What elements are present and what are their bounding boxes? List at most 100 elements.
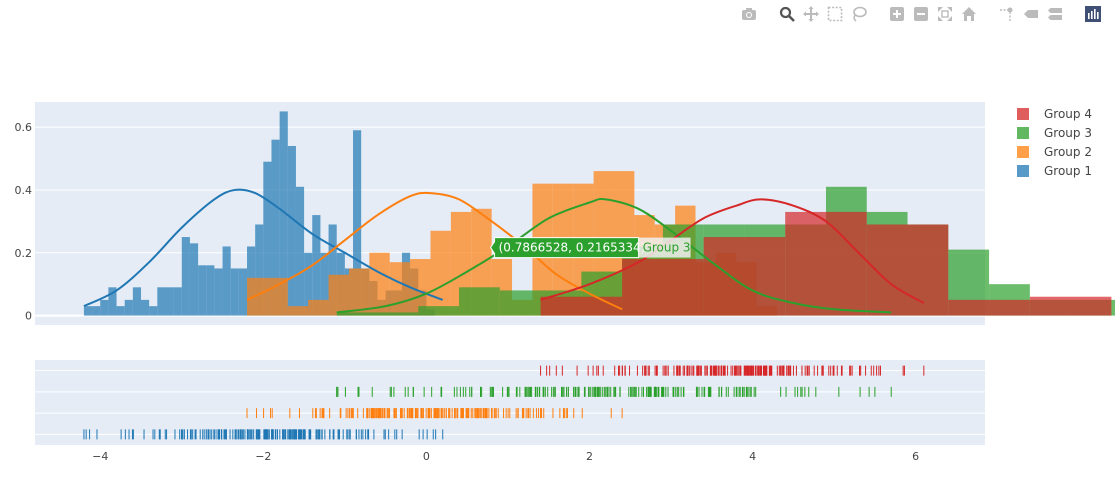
histogram-bar[interactable] — [214, 268, 223, 316]
histogram-bar[interactable] — [173, 287, 182, 316]
histogram-bar[interactable] — [1111, 299, 1115, 316]
lasso-icon[interactable] — [849, 4, 869, 24]
histogram-bar[interactable] — [165, 287, 174, 316]
histogram-bar[interactable] — [410, 259, 431, 316]
histogram-bar[interactable] — [198, 265, 207, 316]
x-tick-label: −4 — [92, 450, 108, 463]
kde-curve-group-2[interactable] — [246, 191, 623, 311]
legend-item[interactable]: Group 2 — [1017, 145, 1092, 159]
histogram-bar[interactable] — [328, 274, 349, 316]
x-tick-label: 2 — [586, 450, 593, 463]
kde-curve-group-4[interactable] — [540, 198, 925, 304]
histogram-bar[interactable] — [622, 259, 704, 316]
histogram-bar[interactable] — [1029, 296, 1112, 316]
histogram-bar[interactable] — [141, 299, 150, 316]
box-select-icon[interactable] — [825, 4, 845, 24]
histogram-bar[interactable] — [287, 145, 296, 316]
histogram-bar[interactable] — [866, 224, 949, 316]
histogram-bar[interactable] — [124, 299, 133, 316]
histogram-bar[interactable] — [132, 287, 142, 316]
histogram-bar[interactable] — [181, 237, 190, 316]
autoscale-icon[interactable] — [935, 4, 955, 24]
zoom-out-icon[interactable] — [911, 4, 931, 24]
histogram-bar[interactable] — [206, 265, 215, 316]
histogram-bar[interactable] — [287, 306, 309, 316]
histogram-bar[interactable] — [348, 268, 370, 316]
histogram-bar[interactable] — [263, 161, 272, 316]
rug-group-1 — [83, 429, 444, 440]
histogram-bar[interactable] — [304, 252, 313, 316]
legend: Group 4 Group 3 Group 2 Group 1 — [1017, 107, 1092, 178]
plotly-logo-icon[interactable] — [1083, 4, 1103, 24]
home-icon[interactable] — [959, 4, 979, 24]
legend-label: Group 2 — [1044, 145, 1092, 159]
histogram-bar[interactable] — [353, 130, 362, 316]
zoom-in-icon[interactable] — [887, 4, 907, 24]
camera-icon[interactable] — [739, 4, 759, 24]
zoom-icon[interactable] — [777, 4, 797, 24]
histogram-bar[interactable] — [238, 268, 248, 316]
x-tick-label: 6 — [912, 450, 919, 463]
histogram-bar[interactable] — [312, 215, 321, 316]
histogram-bar[interactable] — [308, 299, 329, 316]
histogram-group-4 — [540, 211, 1112, 316]
histogram-bar[interactable] — [430, 230, 451, 316]
histogram-bar[interactable] — [267, 277, 288, 316]
histogram-bar[interactable] — [948, 299, 1030, 316]
histogram-bar[interactable] — [116, 306, 125, 316]
histogram-bar[interactable] — [189, 243, 199, 316]
rug-group-2 — [246, 408, 623, 419]
legend-item[interactable]: Group 4 — [1017, 107, 1092, 121]
hover-name-text: Group 3 — [643, 241, 691, 255]
legend-swatch — [1017, 108, 1029, 120]
rug-plot-area — [35, 360, 985, 445]
y-tick-label: 0 — [25, 310, 32, 323]
histogram-bar[interactable] — [377, 312, 419, 316]
legend-item[interactable]: Group 3 — [1017, 126, 1092, 140]
hover-closest-icon[interactable] — [1021, 4, 1041, 24]
kde-curve-group-3[interactable] — [336, 197, 892, 314]
histogram-bar[interactable] — [320, 252, 329, 316]
histogram-bar[interactable] — [255, 224, 264, 316]
legend-swatch — [1017, 127, 1029, 139]
histogram-bar[interactable] — [271, 139, 280, 316]
legend-label: Group 1 — [1044, 164, 1092, 178]
hover-tooltip: (0.7866528, 0.2165334)Group 3 — [489, 237, 691, 259]
kde-curve-group-1[interactable] — [83, 188, 444, 308]
histogram-bar[interactable] — [247, 277, 268, 316]
pan-icon[interactable] — [801, 4, 821, 24]
x-tick-label: 0 — [423, 450, 430, 463]
histogram-bar[interactable] — [92, 306, 101, 316]
histogram-bar[interactable] — [389, 262, 411, 316]
histogram-bar[interactable] — [418, 306, 460, 316]
x-tick-label: −2 — [255, 450, 271, 463]
histogram-bar[interactable] — [499, 290, 541, 316]
histogram-bar[interactable] — [703, 237, 786, 316]
histogram-bar[interactable] — [230, 268, 239, 316]
spike-lines-icon[interactable] — [997, 4, 1017, 24]
histogram-bar[interactable] — [108, 287, 117, 316]
legend-swatch — [1017, 165, 1029, 177]
histogram-bar[interactable] — [279, 111, 288, 316]
histogram-bar[interactable] — [459, 287, 500, 316]
histogram-bar[interactable] — [100, 299, 109, 316]
histogram-bar[interactable] — [369, 252, 390, 316]
histogram-bar[interactable] — [157, 287, 166, 316]
histogram-bar[interactable] — [295, 186, 305, 316]
histogram-bar[interactable] — [336, 312, 378, 316]
modebar — [739, 4, 1103, 24]
legend-item[interactable]: Group 1 — [1017, 164, 1092, 178]
y-tick-label: 0.4 — [15, 184, 33, 197]
histogram-bar[interactable] — [785, 211, 867, 316]
rug-group-4 — [540, 365, 925, 376]
histogram-bar[interactable] — [540, 296, 623, 316]
y-tick-label: 0.2 — [15, 247, 33, 260]
histogram-bar[interactable] — [328, 224, 337, 316]
hover-compare-icon[interactable] — [1045, 4, 1065, 24]
histogram-bar[interactable] — [149, 306, 158, 316]
y-tick-label: 0.6 — [15, 121, 33, 134]
histogram-bar[interactable] — [222, 246, 231, 316]
histogram-bar[interactable] — [83, 306, 93, 316]
